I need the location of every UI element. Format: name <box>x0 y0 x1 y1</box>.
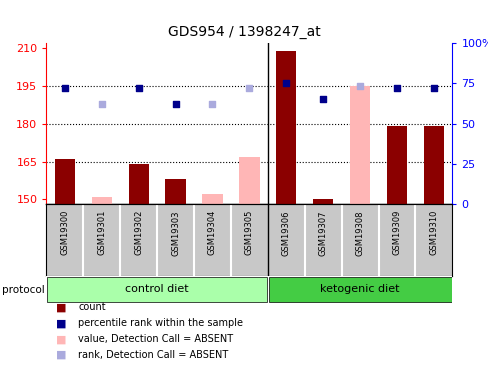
Text: value, Detection Call = ABSENT: value, Detection Call = ABSENT <box>78 334 233 344</box>
Text: control diet: control diet <box>125 284 188 294</box>
Point <box>171 100 179 106</box>
Point <box>282 81 289 87</box>
Bar <box>91 197 112 204</box>
Bar <box>47 277 266 302</box>
Text: GSM19308: GSM19308 <box>355 210 364 256</box>
Point <box>429 86 437 92</box>
Text: GSM19310: GSM19310 <box>428 210 437 255</box>
Point <box>245 86 253 92</box>
Text: ■: ■ <box>56 318 66 328</box>
Text: GSM19300: GSM19300 <box>61 210 69 255</box>
Bar <box>312 200 333 204</box>
Bar <box>165 179 185 204</box>
Text: rank, Detection Call = ABSENT: rank, Detection Call = ABSENT <box>78 350 228 360</box>
Text: percentile rank within the sample: percentile rank within the sample <box>78 318 243 328</box>
Point <box>208 100 216 106</box>
Bar <box>91 197 112 204</box>
Bar <box>349 200 369 204</box>
Bar <box>423 126 443 204</box>
Bar <box>202 200 222 204</box>
Text: GSM19304: GSM19304 <box>207 210 217 255</box>
Point <box>98 100 105 106</box>
Bar <box>239 156 259 204</box>
Text: ■: ■ <box>56 334 66 344</box>
Text: count: count <box>78 303 105 312</box>
Text: ■: ■ <box>56 350 66 360</box>
Text: protocol: protocol <box>2 285 45 295</box>
Text: GSM19309: GSM19309 <box>392 210 401 255</box>
Bar <box>349 86 369 204</box>
Text: ■: ■ <box>56 303 66 312</box>
Text: GSM19302: GSM19302 <box>134 210 143 255</box>
Text: GSM19307: GSM19307 <box>318 210 327 256</box>
Text: GDS954 / 1398247_at: GDS954 / 1398247_at <box>168 26 320 39</box>
Point <box>355 83 363 89</box>
Bar <box>276 51 296 204</box>
Bar <box>55 159 75 204</box>
Bar <box>128 164 148 204</box>
Text: GSM19306: GSM19306 <box>281 210 290 256</box>
Point <box>135 86 142 92</box>
Bar <box>202 194 222 204</box>
Text: GSM19303: GSM19303 <box>171 210 180 256</box>
Text: ketogenic diet: ketogenic diet <box>320 284 399 294</box>
Text: GSM19301: GSM19301 <box>97 210 106 255</box>
Point <box>392 86 400 92</box>
Point <box>319 96 326 102</box>
Point <box>61 86 69 92</box>
Bar <box>386 126 407 204</box>
Bar <box>239 200 259 204</box>
Text: GSM19305: GSM19305 <box>244 210 253 255</box>
Bar <box>268 277 450 302</box>
